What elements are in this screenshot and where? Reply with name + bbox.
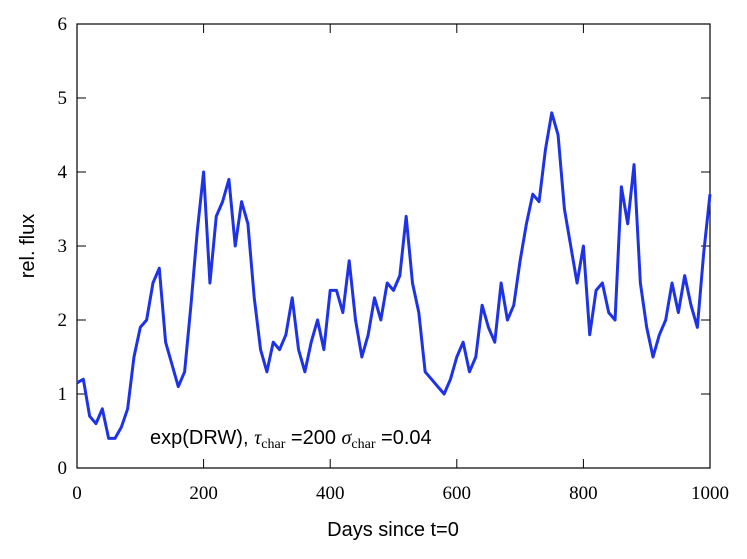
- y-tick-label: 0: [58, 458, 68, 479]
- y-tick-label: 3: [58, 236, 68, 257]
- x-tick-label: 800: [569, 483, 598, 504]
- y-axis-label: rel. flux: [17, 214, 39, 278]
- x-axis-label: Days since t=0: [327, 519, 459, 541]
- y-tick-label: 4: [58, 162, 68, 183]
- line-series: [76, 111, 712, 440]
- y-tick-label: 6: [58, 14, 68, 35]
- x-tick-label: 400: [316, 483, 345, 504]
- annotation-part: =200: [285, 427, 341, 449]
- plot-frame: [76, 23, 711, 469]
- x-tick-label: 1000: [691, 483, 729, 504]
- x-tick-label: 0: [72, 483, 82, 504]
- y-tick-label: 1: [58, 384, 68, 405]
- annotation-part: =0.04: [376, 427, 432, 449]
- annotation-part: σ: [342, 427, 353, 449]
- annotation-part: exp(DRW),: [150, 427, 254, 449]
- x-tick-label: 600: [443, 483, 472, 504]
- y-tick-label: 5: [58, 88, 68, 109]
- y-tick-label: 2: [58, 310, 68, 331]
- annotation-part: τ: [254, 427, 262, 449]
- x-tick-label: 200: [189, 483, 218, 504]
- annotation: exp(DRW), τchar =200 σchar =0.04: [150, 427, 432, 452]
- annotation-part: char: [351, 437, 375, 452]
- annotation-part: char: [261, 437, 285, 452]
